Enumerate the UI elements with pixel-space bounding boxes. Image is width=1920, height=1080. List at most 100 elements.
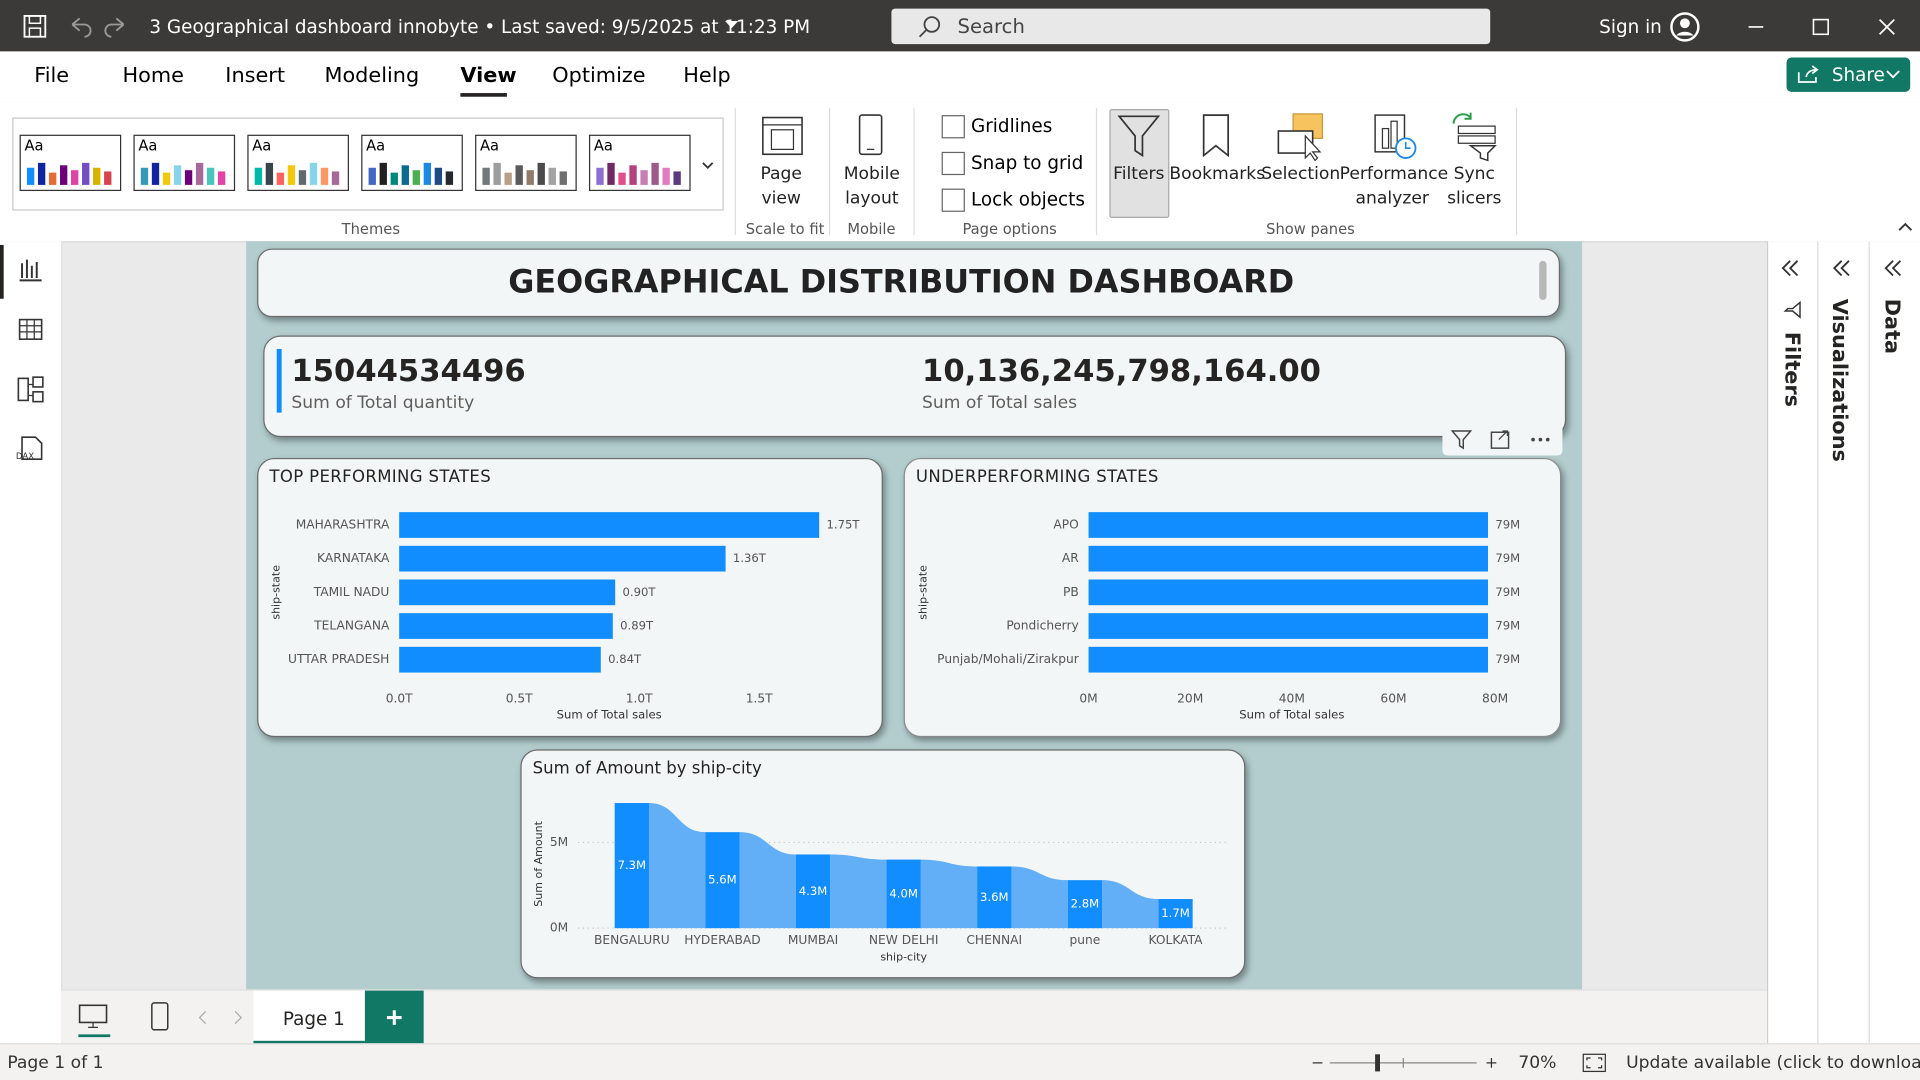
x-tick-label: 0.0T — [386, 692, 413, 706]
bar — [1088, 613, 1488, 639]
title-bar: 3 Geographical dashboard innobyte • Last… — [0, 0, 1920, 52]
data-label: 1.36T — [733, 551, 767, 565]
menu-tab-active[interactable]: View — [460, 63, 517, 89]
page-view-button[interactable]: Page view — [742, 162, 820, 211]
filters-button-bg[interactable] — [1109, 108, 1170, 218]
x-tick-label: KOLKATA — [1149, 933, 1204, 947]
update-notice[interactable]: Update available (click to download) — [1626, 1053, 1920, 1073]
zoom-slider[interactable] — [1308, 1052, 1504, 1074]
button-label: Page view — [760, 164, 802, 209]
mobile-layout-button[interactable]: Mobile layout — [835, 162, 908, 211]
undo-redo[interactable] — [67, 15, 140, 39]
checkbox[interactable] — [941, 115, 965, 139]
theme-swatch — [298, 170, 307, 185]
theme-sample: Aa — [480, 137, 500, 155]
gallery-more[interactable] — [700, 162, 715, 172]
y-tick-label: MAHARASHTRA — [296, 518, 390, 532]
report-view-icon[interactable] — [17, 256, 44, 283]
table-view-icon[interactable] — [17, 316, 44, 343]
active-indicator — [0, 244, 4, 299]
card-value: 15044534496 — [291, 352, 526, 389]
x-tick-label: 1.5T — [746, 692, 773, 706]
performance-icon — [1374, 114, 1417, 159]
pane-button[interactable]: Filters — [1109, 162, 1168, 186]
page-nav[interactable] — [198, 1010, 247, 1025]
checkbox[interactable] — [941, 151, 965, 176]
collapse-ribbon[interactable] — [1897, 220, 1914, 232]
page-tab[interactable]: Page 1 — [253, 990, 365, 1045]
data-label: 4.3M — [799, 884, 828, 898]
page-tabs-bar: Page 1 — [61, 989, 1767, 1045]
menu-tab[interactable]: Modeling — [324, 63, 420, 89]
data-label: 79M — [1495, 619, 1520, 633]
expand-chevrons[interactable] — [1780, 258, 1920, 278]
theme-thumb[interactable]: Aa — [361, 134, 463, 192]
theme-sample: Aa — [138, 137, 158, 155]
theme-swatch — [640, 170, 648, 185]
theme-thumb[interactable]: Aa — [19, 134, 122, 192]
card-value: 10,136,245,798,164.00 — [922, 352, 1321, 389]
menu-tab[interactable]: Optimize — [552, 63, 646, 89]
pane-button[interactable]: Performance analyzer — [1340, 162, 1449, 211]
theme-swatch — [548, 167, 556, 185]
svg-text:DAX: DAX — [16, 452, 34, 462]
menu-tab[interactable]: Insert — [225, 63, 286, 89]
pane-button[interactable]: Selection — [1261, 162, 1341, 186]
phone-icon[interactable] — [148, 1000, 172, 1032]
menu-tab[interactable]: File — [34, 63, 70, 89]
theme-thumb[interactable]: Aa — [588, 134, 691, 192]
dax-view-icon[interactable]: DAX — [15, 435, 47, 464]
avatar[interactable] — [1669, 11, 1701, 43]
ribbon: Aa Aa Aa Aa Aa Aa Themes Page view Scale to f… — [0, 102, 1920, 243]
y-tick-label: APO — [1053, 518, 1078, 532]
group-label: Mobile — [847, 220, 896, 238]
pane-label[interactable]: Visualizations — [1826, 298, 1852, 462]
theme-thumb[interactable]: Aa — [247, 134, 349, 192]
visual-header-icons[interactable] — [1446, 427, 1559, 451]
theme-swatch — [368, 167, 376, 185]
group-label: Scale to fit — [745, 220, 825, 238]
theme-swatch — [537, 162, 545, 185]
button-label: Selection — [1261, 164, 1341, 184]
search-box[interactable]: Search — [891, 8, 1491, 45]
pane-button[interactable]: Sync slicers — [1445, 162, 1504, 211]
page-view-icon — [762, 116, 803, 156]
theme-swatch — [629, 165, 637, 185]
theme-swatch — [504, 172, 512, 185]
theme-thumb[interactable]: Aa — [133, 134, 236, 192]
pane-label[interactable]: Filters — [1779, 331, 1804, 408]
theme-swatch — [673, 171, 681, 185]
window-controls[interactable] — [1739, 15, 1910, 39]
theme-swatch — [151, 162, 160, 185]
menu-tab[interactable]: Help — [683, 63, 731, 89]
bar — [1088, 512, 1488, 538]
pane-button[interactable]: Bookmarks — [1169, 162, 1265, 186]
dropdown[interactable] — [724, 20, 740, 31]
pane-label[interactable]: Data — [1879, 298, 1905, 355]
y-axis-title: ship-state — [270, 565, 283, 620]
theme-swatch — [184, 170, 193, 185]
model-view-icon[interactable] — [16, 375, 45, 404]
scrollbar — [1539, 260, 1547, 300]
save-icon[interactable] — [22, 13, 49, 40]
theme-swatch — [82, 162, 90, 185]
page-count: Page 1 of 1 — [7, 1053, 104, 1073]
data-label: 5.6M — [708, 873, 737, 887]
fit-page-icon[interactable] — [1582, 1053, 1606, 1073]
plus-icon — [386, 1010, 402, 1025]
filter-icon — [1117, 115, 1161, 158]
theme-swatch — [412, 170, 420, 185]
desktop-icon[interactable] — [76, 1000, 113, 1038]
theme-swatch — [423, 162, 432, 185]
menu-tab[interactable]: Home — [122, 63, 184, 89]
document-title: 3 Geographical dashboard innobyte • Last… — [149, 15, 811, 38]
sign-in[interactable]: Sign in — [1599, 15, 1662, 38]
bar — [886, 859, 921, 929]
checkbox[interactable] — [941, 188, 965, 212]
y-tick-label: PB — [1063, 585, 1079, 599]
add-page[interactable] — [364, 990, 424, 1045]
share-button[interactable]: Share — [1786, 57, 1911, 92]
theme-thumb[interactable]: Aa — [475, 134, 577, 192]
